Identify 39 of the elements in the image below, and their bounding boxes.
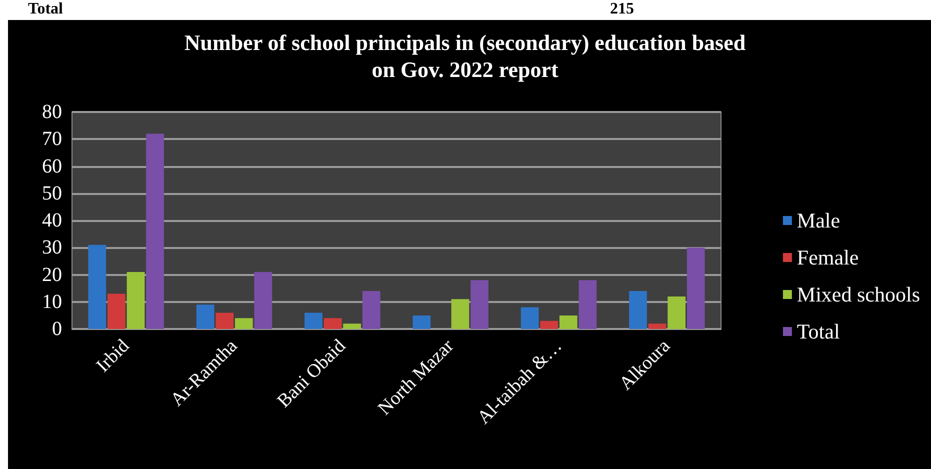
bar [88,244,106,329]
legend-label: Total [796,320,840,344]
y-tick-label: 50 [42,182,62,204]
legend-label: Male [796,208,840,232]
bar [216,312,234,329]
bar [304,312,322,329]
bar [451,299,470,329]
bar [254,272,272,329]
bar [108,294,126,329]
chart-title: Number of school principals in (secondary) education based on Gov. 2022 report [184,30,746,82]
bar [668,296,686,329]
bar [362,291,380,329]
legend-label: Female [796,246,859,270]
y-tick-label: 40 [42,210,62,232]
bar [540,320,558,329]
y-tick-label: 80 [42,101,62,123]
y-tick-label: 70 [42,128,62,150]
bar [343,324,361,329]
bar [470,280,488,329]
bar [648,324,666,329]
bar [559,315,578,329]
y-tick-label: 10 [42,290,62,313]
y-tick-label: 20 [42,264,62,286]
y-tick-label: 60 [42,155,62,178]
bar [146,134,164,329]
bar [324,318,342,329]
y-tick-label: 30 [42,236,62,259]
text: 215 [610,0,634,18]
bar [578,280,597,329]
bar [196,304,214,329]
bar [234,318,253,329]
y-tick-label: 0 [52,318,62,340]
text: Total [28,0,64,18]
bar [629,291,647,329]
bar [126,272,145,329]
bar [686,248,705,329]
bar [412,315,431,329]
bar [520,307,539,329]
legend-label: Mixed schools [796,282,920,306]
